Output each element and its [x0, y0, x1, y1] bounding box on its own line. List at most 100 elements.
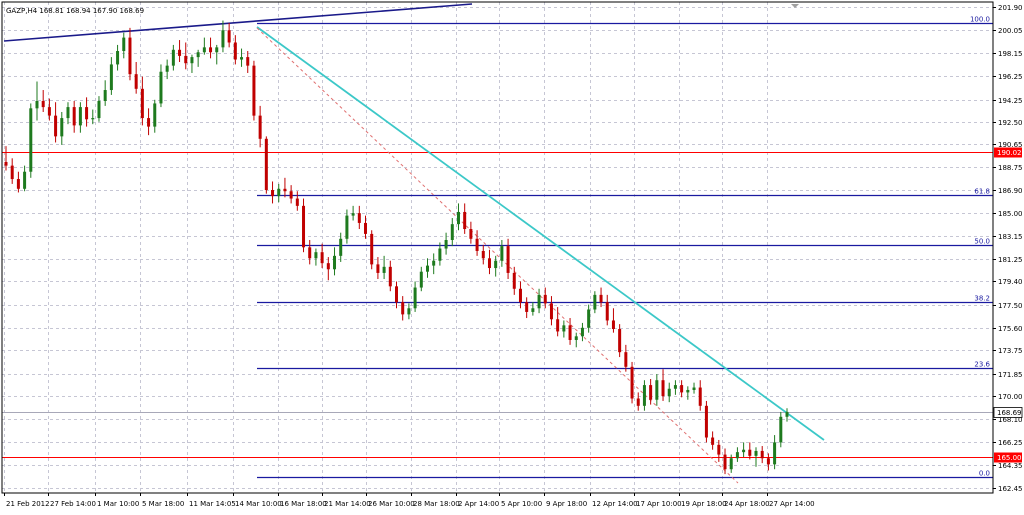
candle[interactable] — [47, 98, 51, 121]
candle[interactable] — [580, 322, 584, 342]
candle[interactable] — [494, 255, 498, 277]
candle[interactable] — [103, 80, 107, 106]
candle[interactable] — [667, 382, 671, 403]
candle[interactable] — [153, 99, 157, 133]
candle[interactable] — [184, 42, 188, 70]
candle[interactable] — [314, 248, 318, 266]
candle[interactable] — [357, 205, 361, 230]
candle[interactable] — [711, 431, 715, 450]
candle[interactable] — [376, 257, 380, 280]
candle[interactable] — [642, 380, 646, 411]
candle[interactable] — [227, 22, 231, 48]
candle[interactable] — [450, 218, 454, 247]
candle[interactable] — [518, 281, 522, 309]
candle[interactable] — [611, 308, 615, 333]
candle[interactable] — [85, 97, 89, 127]
candle[interactable] — [562, 320, 566, 338]
candle[interactable] — [382, 255, 386, 280]
candle[interactable] — [525, 297, 529, 319]
candle[interactable] — [469, 221, 473, 244]
candle[interactable] — [10, 158, 14, 184]
candle[interactable] — [754, 447, 758, 467]
candle[interactable] — [463, 203, 467, 234]
candle[interactable] — [4, 146, 8, 171]
candle[interactable] — [506, 238, 510, 280]
candle[interactable] — [190, 54, 194, 73]
candle[interactable] — [661, 369, 665, 401]
candle[interactable] — [333, 247, 337, 276]
candle[interactable] — [630, 361, 634, 404]
candle[interactable] — [599, 287, 603, 308]
candle[interactable] — [773, 435, 777, 470]
candle[interactable] — [779, 411, 783, 448]
candle[interactable] — [345, 209, 349, 244]
candle[interactable] — [624, 344, 628, 372]
candle[interactable] — [717, 439, 721, 462]
candle[interactable] — [568, 318, 572, 345]
candle[interactable] — [221, 20, 225, 53]
candle[interactable] — [686, 386, 690, 400]
candle[interactable] — [487, 249, 491, 275]
candle[interactable] — [91, 109, 95, 125]
candle[interactable] — [543, 287, 547, 309]
candle[interactable] — [320, 243, 324, 269]
candle[interactable] — [419, 266, 423, 292]
candle[interactable] — [178, 40, 182, 62]
candle[interactable] — [54, 102, 58, 143]
candle[interactable] — [444, 232, 448, 255]
candle[interactable] — [258, 105, 262, 148]
candle[interactable] — [456, 203, 460, 231]
candle[interactable] — [432, 253, 436, 275]
candle[interactable] — [165, 59, 169, 80]
candle[interactable] — [723, 448, 727, 475]
candle[interactable] — [574, 332, 578, 348]
candle[interactable] — [475, 230, 479, 256]
candle[interactable] — [116, 44, 120, 71]
candle[interactable] — [587, 304, 591, 333]
candle[interactable] — [680, 380, 684, 398]
candle[interactable] — [401, 296, 405, 321]
candle[interactable] — [785, 408, 789, 422]
candle[interactable] — [289, 185, 293, 204]
candle[interactable] — [673, 380, 677, 395]
chart-shift-marker-icon[interactable] — [791, 4, 799, 8]
candle[interactable] — [593, 291, 597, 314]
candle[interactable] — [326, 257, 330, 281]
descending-trendline[interactable] — [256, 26, 825, 441]
candle[interactable] — [537, 288, 541, 314]
candle[interactable] — [500, 240, 504, 267]
candle[interactable] — [556, 307, 560, 337]
candle[interactable] — [264, 136, 268, 194]
candle[interactable] — [388, 260, 392, 292]
candle[interactable] — [72, 101, 76, 133]
candle[interactable] — [512, 266, 516, 295]
top-trendline[interactable] — [3, 3, 473, 42]
candle[interactable] — [140, 76, 144, 126]
candle[interactable] — [35, 81, 39, 121]
candle[interactable] — [215, 44, 219, 65]
candle[interactable] — [748, 442, 752, 460]
candle[interactable] — [277, 183, 281, 203]
candle[interactable] — [481, 244, 485, 265]
candle[interactable] — [252, 60, 256, 121]
candle[interactable] — [760, 446, 764, 464]
candle[interactable] — [29, 103, 33, 178]
candle[interactable] — [351, 205, 355, 221]
candle[interactable] — [370, 230, 374, 270]
candle[interactable] — [649, 378, 653, 405]
candle[interactable] — [240, 48, 244, 67]
candle[interactable] — [698, 380, 702, 411]
candle[interactable] — [438, 242, 442, 266]
candle[interactable] — [308, 240, 312, 265]
candle[interactable] — [636, 392, 640, 411]
candle[interactable] — [23, 165, 27, 192]
candle[interactable] — [605, 294, 609, 326]
candle[interactable] — [549, 296, 553, 326]
candle[interactable] — [742, 442, 746, 458]
candle[interactable] — [66, 102, 70, 125]
candle[interactable] — [295, 191, 299, 211]
candle[interactable] — [159, 64, 163, 108]
candle[interactable] — [395, 281, 398, 309]
candle[interactable] — [16, 171, 20, 193]
candle[interactable] — [60, 111, 64, 145]
